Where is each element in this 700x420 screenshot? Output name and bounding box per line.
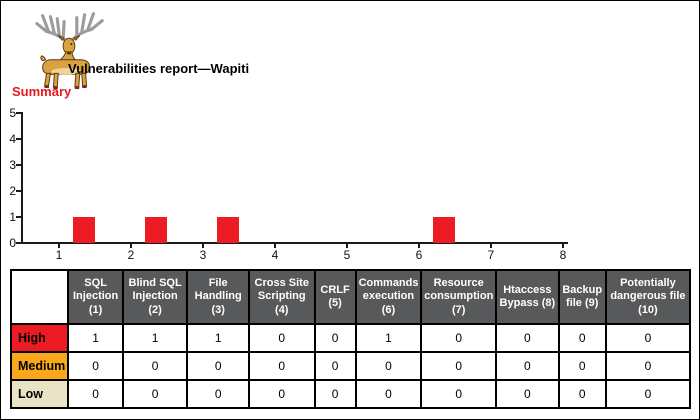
count-cell: 0 — [247, 379, 316, 409]
severity-label-medium: Medium — [9, 351, 70, 381]
count-cell: 1 — [67, 323, 124, 353]
table-row-high: High 1 1 1 0 0 1 0 0 0 0 — [9, 323, 692, 353]
x-axis-tick-label: 8 — [559, 248, 567, 262]
count-cell: 0 — [495, 323, 560, 353]
x-axis-tick — [202, 244, 204, 248]
x-axis-tick-label: 7 — [487, 248, 495, 262]
x-axis-tick — [490, 244, 492, 248]
x-axis-tick — [346, 244, 348, 248]
chart-bar — [433, 217, 455, 243]
count-cell: 0 — [604, 351, 692, 381]
count-cell: 0 — [186, 379, 250, 409]
y-axis-tick-label: 5 — [9, 106, 16, 120]
chart-bar — [145, 217, 167, 243]
x-axis-tick-label: 6 — [415, 248, 423, 262]
table-row-low: Low 0 0 0 0 0 0 0 0 0 0 — [9, 379, 692, 409]
count-cell: 0 — [313, 379, 357, 409]
table-row-medium: Medium 0 0 0 0 0 0 0 0 0 0 — [9, 351, 692, 381]
count-cell: 0 — [121, 379, 189, 409]
column-header: Backup file (9) — [557, 269, 607, 325]
column-header: Resource consumption (7) — [420, 269, 498, 325]
chart-bar — [217, 217, 239, 243]
count-cell: 0 — [247, 323, 316, 353]
count-cell: 0 — [247, 351, 316, 381]
count-cell: 0 — [495, 379, 560, 409]
y-axis-tick-label: 3 — [9, 158, 16, 172]
x-axis-line — [21, 242, 568, 244]
count-cell: 0 — [557, 379, 607, 409]
count-cell: 1 — [121, 323, 189, 353]
severity-label-low: Low — [9, 379, 70, 409]
y-axis-tick-label: 2 — [9, 184, 16, 198]
y-axis-tick — [16, 242, 21, 244]
antlers-icon — [35, 12, 104, 42]
count-cell: 0 — [354, 379, 423, 409]
x-axis-tick — [58, 244, 60, 248]
column-header: SQL Injection (1) — [67, 269, 124, 325]
count-cell: 0 — [420, 323, 498, 353]
count-cell: 1 — [354, 323, 423, 353]
count-cell: 0 — [495, 351, 560, 381]
deer-details — [44, 43, 87, 90]
y-axis-tick — [16, 138, 21, 140]
deer-body — [40, 34, 91, 88]
count-cell: 0 — [354, 351, 423, 381]
column-header: Cross Site Scripting (4) — [247, 269, 316, 325]
y-axis-tick — [16, 164, 21, 166]
column-header: File Handling (3) — [186, 269, 250, 325]
column-header: CRLF (5) — [313, 269, 357, 325]
y-axis-tick-label: 0 — [9, 236, 16, 250]
x-axis-tick — [130, 244, 132, 248]
count-cell: 0 — [420, 379, 498, 409]
count-cell: 0 — [604, 379, 692, 409]
count-cell: 0 — [313, 351, 357, 381]
severity-label-high: High — [9, 323, 70, 353]
column-header: Htaccess Bypass (8) — [495, 269, 560, 325]
x-axis-tick — [418, 244, 420, 248]
count-cell: 0 — [557, 351, 607, 381]
x-axis-tick — [274, 244, 276, 248]
y-axis-tick — [16, 216, 21, 218]
count-cell: 0 — [121, 351, 189, 381]
wapiti-deer-logo — [35, 12, 104, 90]
y-axis-tick — [16, 190, 21, 192]
count-cell: 1 — [186, 323, 250, 353]
count-cell: 0 — [67, 351, 124, 381]
summary-heading: Summary — [12, 84, 72, 99]
x-axis-tick-label: 3 — [199, 248, 207, 262]
y-axis-tick — [16, 112, 21, 114]
x-axis-tick — [562, 244, 564, 248]
y-axis-tick-label: 1 — [9, 210, 16, 224]
column-header: Blind SQL Injection (2) — [121, 269, 189, 325]
column-header: Potentially dangerous file (10) — [604, 269, 692, 325]
y-axis-line — [21, 112, 23, 244]
x-axis-tick-label: 2 — [127, 248, 135, 262]
chart-bar — [73, 217, 95, 243]
x-axis-tick-label: 1 — [55, 248, 63, 262]
y-axis-tick-label: 4 — [9, 132, 16, 146]
count-cell: 0 — [604, 323, 692, 353]
count-cell: 0 — [420, 351, 498, 381]
count-cell: 0 — [557, 323, 607, 353]
table-corner-cell — [9, 269, 70, 325]
count-cell: 0 — [186, 351, 250, 381]
count-cell: 0 — [313, 323, 357, 353]
x-axis-tick-label: 5 — [343, 248, 351, 262]
x-axis-tick-label: 4 — [271, 248, 279, 262]
column-header: Commands execution (6) — [354, 269, 423, 325]
page-title: Vulnerabilities report—Wapiti — [68, 61, 250, 76]
vulnerability-summary-table: SQL Injection (1) Blind SQL Injection (2)… — [9, 269, 692, 409]
count-cell: 0 — [67, 379, 124, 409]
